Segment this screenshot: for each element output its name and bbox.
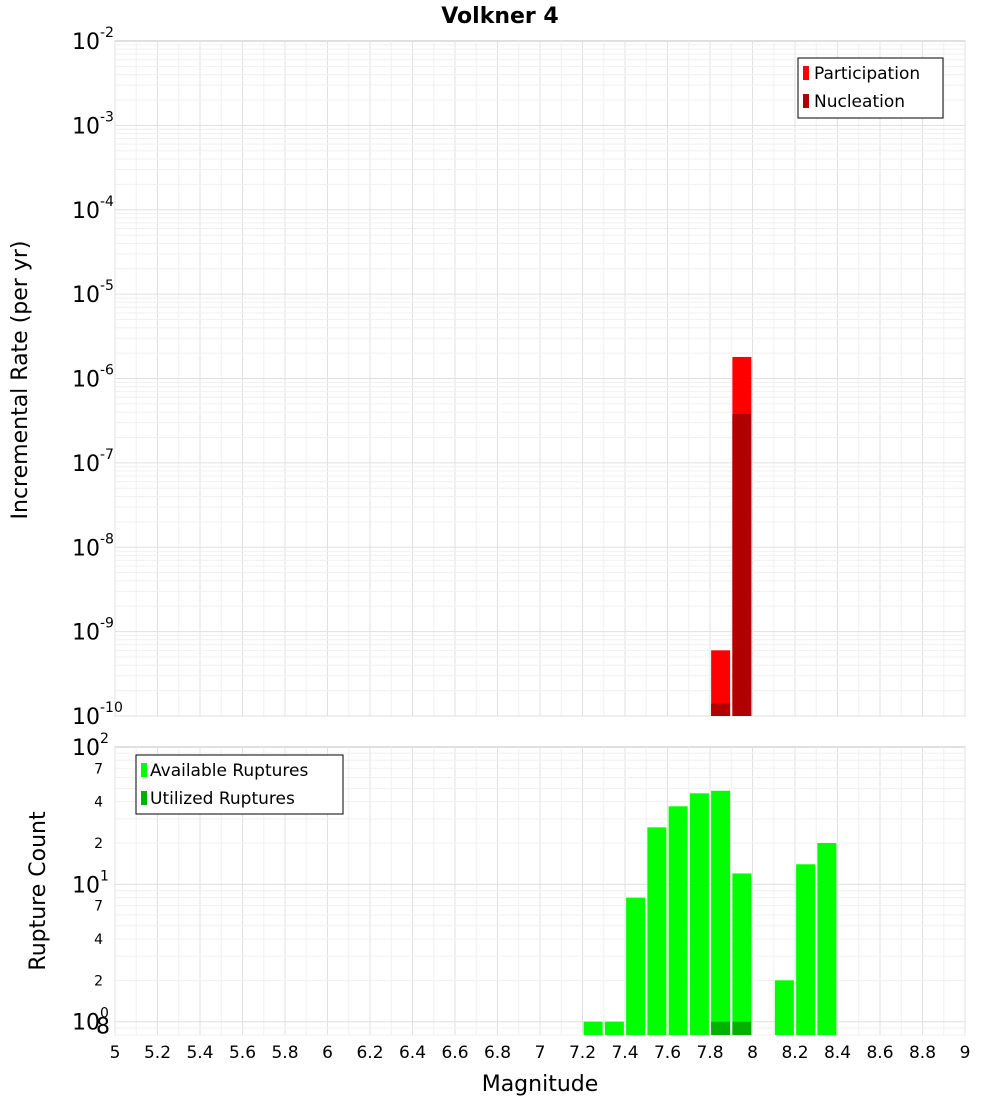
x-tick-label: 6.6 <box>441 1043 468 1063</box>
rate-y-tick-label: 10-10 <box>72 700 123 730</box>
utilized-ruptures-bar <box>711 1021 731 1035</box>
utilized-ruptures-legend-label: Utilized Ruptures <box>150 789 295 809</box>
available-ruptures-legend-label: Available Ruptures <box>150 761 308 781</box>
count-y-tick-label: 100 <box>72 1006 109 1036</box>
x-tick-label: 6.8 <box>484 1043 511 1063</box>
available-ruptures-bar <box>689 793 709 1035</box>
nucleation-legend-swatch <box>803 94 809 108</box>
rate-y-tick-label: 10-7 <box>72 447 114 477</box>
available-ruptures-bar <box>817 843 837 1035</box>
available-ruptures-bar <box>668 806 688 1035</box>
nucleation-bar <box>732 413 752 716</box>
rate-panel: 10-10 10-9 10-8 10-7 10-6 10-5 10-4 10-3 10-2 In… <box>8 25 966 730</box>
rate-y-ticks: 10-10 10-9 10-8 10-7 10-6 10-5 10-4 10-3 10-2 <box>72 25 123 730</box>
utilized-ruptures-bar <box>732 1021 752 1035</box>
count-y-minor-tick-label: 4 <box>94 795 103 811</box>
count-y-axis-label: Rupture Count <box>26 811 51 971</box>
available-ruptures-bar <box>711 790 731 1035</box>
participation-legend-swatch <box>803 66 809 80</box>
available-ruptures-bar <box>604 1021 624 1035</box>
x-tick-label: 6.4 <box>399 1043 426 1063</box>
count-y-tick-minor-label: 8 <box>96 1015 110 1040</box>
x-tick-label: 6.2 <box>356 1043 383 1063</box>
x-tick-label: 6 <box>322 1043 333 1063</box>
available-ruptures-legend-swatch <box>141 763 147 777</box>
available-ruptures-bar <box>732 873 752 1035</box>
x-tick-label: 5.2 <box>144 1043 171 1063</box>
available-ruptures-bar <box>796 864 816 1035</box>
rate-y-tick-label: 10-5 <box>72 278 114 308</box>
x-tick-label: 9 <box>960 1043 971 1063</box>
rate-y-tick-label: 10-4 <box>72 194 114 224</box>
count-legend: Available Ruptures Utilized Ruptures <box>135 754 344 815</box>
x-tick-label: 7.4 <box>611 1043 638 1063</box>
rate-y-tick-label: 10-8 <box>72 531 114 561</box>
chart-title: Volkner 4 <box>441 4 559 29</box>
count-bars <box>583 790 837 1035</box>
x-tick-label: 8.2 <box>781 1043 808 1063</box>
x-ticks: 5 5.2 5.4 5.6 5.8 6 6.2 6.4 6.6 6.8 7 7.2 7.4 7.6 7.8 8… <box>110 1043 971 1063</box>
rate-legend: Participation Nucleation <box>797 57 944 119</box>
x-tick-label: 7.2 <box>569 1043 596 1063</box>
rate-y-tick-label: 10-6 <box>72 363 114 393</box>
count-y-minor-tick-label: 2 <box>94 973 103 989</box>
nucleation-legend-label: Nucleation <box>814 92 905 112</box>
x-tick-label: 5.8 <box>271 1043 298 1063</box>
count-y-minor-tick-label: 7 <box>94 899 103 915</box>
available-ruptures-bar <box>583 1021 603 1035</box>
x-tick-label: 8 <box>747 1043 758 1063</box>
x-tick-label: 5.6 <box>229 1043 256 1063</box>
x-tick-label: 7.8 <box>696 1043 723 1063</box>
participation-bar <box>711 650 731 716</box>
count-y-tick-label: 102 <box>72 731 109 761</box>
x-tick-label: 8.6 <box>866 1043 893 1063</box>
rate-y-axis-label: Incremental Rate (per yr) <box>8 241 33 520</box>
available-ruptures-bar <box>774 980 794 1035</box>
available-ruptures-bar <box>647 827 667 1035</box>
count-y-minor-tick-label: 7 <box>94 761 103 777</box>
rate-legend-box <box>797 57 944 119</box>
x-tick-label: 7.6 <box>654 1043 681 1063</box>
count-y-minor-tick-label: 4 <box>94 932 103 948</box>
available-ruptures-bar <box>626 897 646 1035</box>
count-y-tick-label: 101 <box>72 868 109 898</box>
x-tick-label: 5 <box>110 1043 121 1063</box>
utilized-ruptures-legend-swatch <box>141 791 147 805</box>
nucleation-bar <box>711 703 731 716</box>
count-legend-box <box>135 754 344 815</box>
x-axis-label: Magnitude <box>482 1072 599 1097</box>
rate-grid <box>114 41 966 717</box>
rate-y-tick-label: 10-3 <box>72 109 114 139</box>
rate-y-tick-label: 10-2 <box>72 25 114 55</box>
x-tick-label: 8.8 <box>909 1043 936 1063</box>
rate-bars <box>711 356 752 716</box>
participation-legend-label: Participation <box>814 64 920 84</box>
x-tick-label: 8.4 <box>824 1043 851 1063</box>
count-y-minor-tick-label: 2 <box>94 836 103 852</box>
rate-y-tick-label: 10-9 <box>72 616 114 646</box>
x-tick-label: 5.4 <box>186 1043 213 1063</box>
x-tick-label: 7 <box>535 1043 546 1063</box>
